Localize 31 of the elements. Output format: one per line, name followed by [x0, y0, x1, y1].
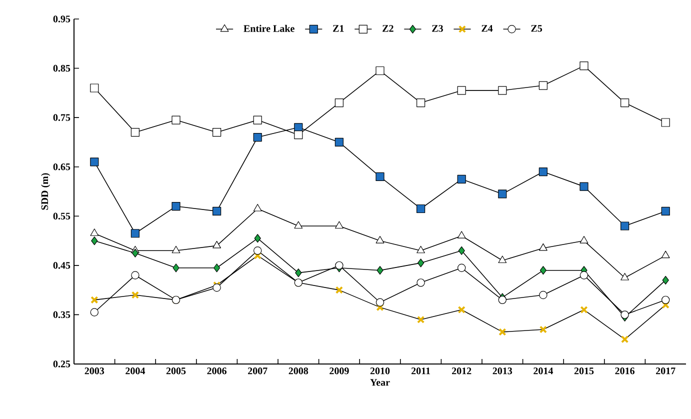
x-tick-label: 2017	[656, 368, 676, 374]
x-tick-label: 2010	[370, 368, 390, 374]
x-tick-label: 2013	[492, 368, 512, 374]
x-tick-label: 2009	[330, 368, 349, 374]
x-tick-label: 2016	[615, 368, 635, 374]
x-tick-label: 2003	[84, 368, 104, 374]
y-tick-label: 0.95	[53, 16, 70, 22]
legend-label: Z5	[531, 25, 542, 32]
legend-label: Z1	[333, 25, 344, 32]
x-tick-label: 2008	[288, 368, 308, 374]
x-tick-label: 2011	[412, 368, 430, 374]
y-tick-label: 0.35	[53, 311, 70, 318]
x-tick-label: 2005	[166, 368, 186, 374]
y-tick-label: 0.75	[53, 114, 70, 121]
legend-label: Entire Lake	[244, 24, 294, 32]
x-tick-label: 2007	[248, 368, 268, 374]
x-tick-label: 2004	[126, 368, 146, 374]
y-axis-title: SDD (m)	[41, 173, 50, 210]
x-tick-label: 2014	[534, 368, 554, 374]
x-tick-label: 2012	[452, 368, 472, 374]
y-tick-label: 0.65	[53, 163, 70, 170]
x-axis-title: Year	[370, 379, 390, 386]
y-tick-label: 0.85	[53, 64, 70, 72]
x-tick-label: 2006	[207, 368, 227, 374]
y-tick-label: 0.55	[53, 212, 70, 220]
x-tick-label: 2015	[574, 368, 594, 374]
y-tick-label: 0.45	[53, 262, 70, 269]
legend-label: Z3	[432, 25, 443, 32]
legend-label: Z4	[482, 25, 493, 32]
legend-label: Z2	[382, 25, 394, 32]
y-tick-label: 0.25	[53, 360, 70, 368]
